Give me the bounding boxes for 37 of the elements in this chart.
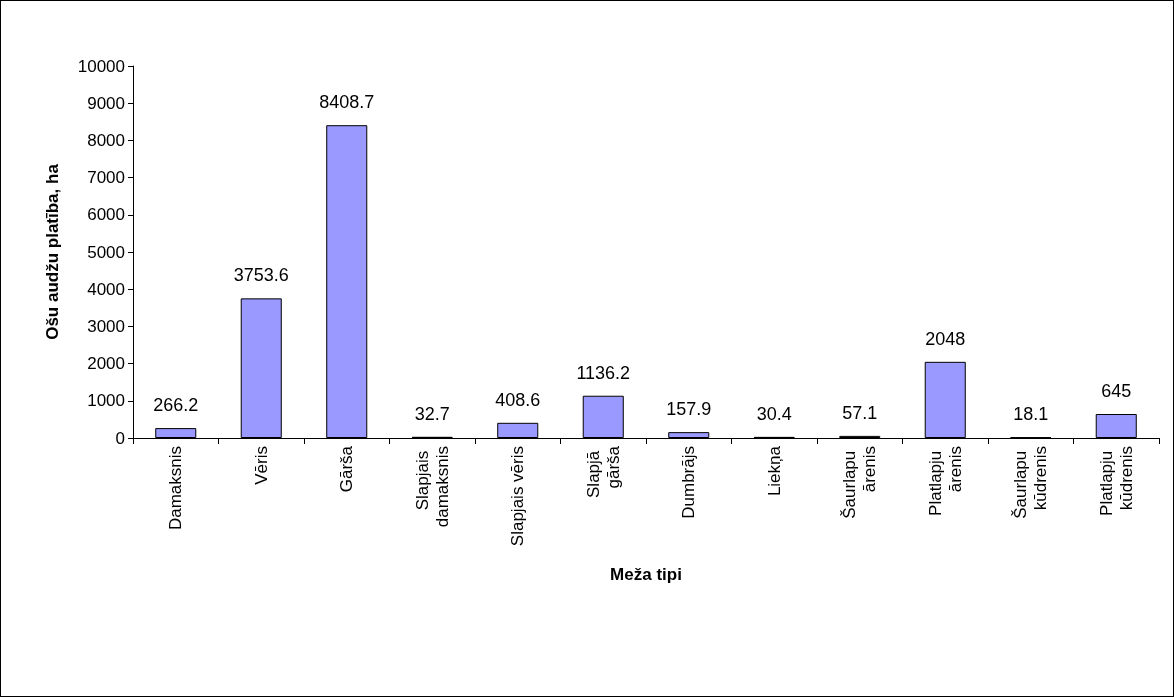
x-tick-label: Gārša <box>337 445 357 493</box>
y-tick-label: 6000 <box>87 205 125 225</box>
data-label: 30.4 <box>756 403 792 424</box>
y-tick-label: 5000 <box>87 242 125 262</box>
x-tick-label: Vēris <box>251 446 271 485</box>
y-tick-label: 10000 <box>77 56 125 76</box>
x-tick-label: Liekņa <box>764 445 784 497</box>
y-tick-label: 7000 <box>87 168 125 188</box>
y-tick-label: 2000 <box>87 354 125 374</box>
y-tick-label: 1000 <box>87 391 125 411</box>
x-tick-label: Platlapju ārenis <box>925 446 965 516</box>
y-tick-label: 3000 <box>87 316 125 336</box>
data-label: 3753.6 <box>233 265 289 286</box>
y-tick-label: 0 <box>115 428 125 448</box>
y-tick-label: 9000 <box>87 93 125 113</box>
data-label: 2048 <box>925 328 966 349</box>
data-label: 157.9 <box>666 399 712 420</box>
x-tick-label: Slapjais damaksnis <box>412 446 452 528</box>
data-label: 408.6 <box>495 389 541 410</box>
x-axis-title: Meža tipi <box>610 564 682 584</box>
data-label: 266.2 <box>153 395 199 416</box>
data-label: 1136.2 <box>576 362 631 383</box>
x-tick-label: Šaurlapu kūdrenis <box>1011 446 1051 519</box>
y-tick-label: 4000 <box>87 279 125 299</box>
x-tick-label: Šaurlapu ārenis <box>840 446 880 519</box>
y-tick-label: 8000 <box>87 130 125 150</box>
data-label: 32.7 <box>414 403 450 424</box>
y-axis-title: Ošu audžu platība, ha <box>43 163 62 340</box>
x-tick-label: Dumbrājs <box>679 446 699 519</box>
x-tick-label: Slapjais vēris <box>508 446 528 547</box>
x-tick-label: Slapjā gārša <box>583 445 623 498</box>
data-label: 18.1 <box>1013 404 1049 425</box>
data-label: 645 <box>1101 381 1132 402</box>
x-tick-label: Platlapju kūdrenis <box>1096 446 1136 516</box>
x-tick-label: Damaksnis <box>166 446 186 531</box>
data-label: 8408.7 <box>319 92 375 113</box>
data-label: 57.1 <box>842 402 878 423</box>
